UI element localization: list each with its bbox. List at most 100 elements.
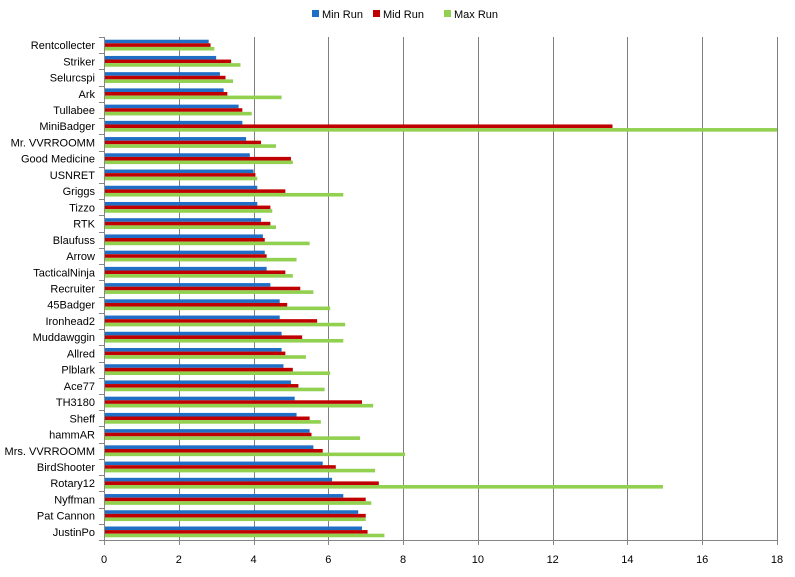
x-tick-label: 4 xyxy=(251,554,257,566)
bar-max-run xyxy=(104,128,777,132)
category-label: Tizzo xyxy=(69,202,95,214)
category-label: Rentcollecter xyxy=(31,40,96,52)
category-label: Mrs. VVRROOMM xyxy=(5,446,95,458)
bar-min-run xyxy=(104,55,217,60)
category-label: Allred xyxy=(67,348,95,360)
bar-max-run xyxy=(104,436,361,440)
category-label: Pat Cannon xyxy=(37,511,95,523)
bar-mid-run xyxy=(104,416,310,421)
bar-mid-run xyxy=(104,75,226,80)
category-label: MiniBadger xyxy=(39,121,95,133)
category-label: Blaufuss xyxy=(53,235,96,247)
x-tick-label: 6 xyxy=(325,554,331,566)
bar-min-run xyxy=(104,104,239,109)
bar-min-run xyxy=(104,348,282,352)
y-axis-labels: Rentcollecter Striker Selurcspi Ark Tullabee… xyxy=(5,40,96,539)
bar-min-run xyxy=(104,315,280,320)
bar-max-run xyxy=(104,209,273,213)
bar-max-run xyxy=(104,420,321,424)
legend-swatch xyxy=(312,10,319,17)
x-tick-label: 8 xyxy=(400,554,406,566)
category-label: Plblark xyxy=(61,365,95,377)
category-label: Nyffman xyxy=(54,494,95,506)
bar-max-run xyxy=(104,371,331,376)
bar-max-run xyxy=(104,403,374,408)
bar-max-run xyxy=(104,79,233,83)
bar-max-run xyxy=(104,274,293,278)
bar-min-run xyxy=(104,445,314,449)
category-label: Rotary12 xyxy=(50,478,95,490)
x-axis-labels: 0 2 4 6 8 10 12 14 16 18 xyxy=(101,554,783,566)
bar-max-run xyxy=(104,468,376,473)
category-label: USNRET xyxy=(50,170,96,182)
bar-min-run xyxy=(104,429,310,433)
bar-max-run xyxy=(104,63,241,67)
bar-max-run xyxy=(104,176,258,181)
bar-max-run xyxy=(104,452,405,457)
category-label: Recruiter xyxy=(50,284,95,296)
bar-min-run xyxy=(104,169,254,174)
legend-label: Mid Run xyxy=(383,9,424,21)
bar-mid-run xyxy=(104,91,228,96)
bar-min-run xyxy=(104,88,224,92)
axes xyxy=(99,37,778,545)
bar-mid-run xyxy=(104,319,318,323)
bar-max-run xyxy=(104,144,276,148)
x-tick-label: 16 xyxy=(696,554,708,566)
bar-min-run xyxy=(104,494,344,498)
category-label: Muddawggin xyxy=(33,332,95,344)
bar-mid-run xyxy=(104,432,312,437)
category-label: Good Medicine xyxy=(21,154,95,166)
bar-min-run xyxy=(104,266,267,271)
category-label: Griggs xyxy=(63,186,96,198)
bar-mid-run xyxy=(104,205,271,210)
bar-mid-run xyxy=(104,189,286,193)
bar-min-run xyxy=(104,331,282,336)
category-label: 45Badger xyxy=(47,300,95,312)
bar-mid-run xyxy=(104,221,271,226)
category-label: Ironhead2 xyxy=(45,316,95,328)
bar-min-run xyxy=(104,153,250,157)
category-label: Arrow xyxy=(66,251,95,263)
bar-mid-run xyxy=(104,238,265,242)
bar-min-run xyxy=(104,299,280,303)
bar-mid-run xyxy=(104,124,613,129)
bar-mid-run xyxy=(104,530,368,534)
bar-mid-run xyxy=(104,140,262,145)
bar-mid-run xyxy=(104,43,211,47)
gridlines xyxy=(179,37,778,540)
bar-max-run xyxy=(104,257,297,262)
bar-mid-run xyxy=(104,448,323,453)
bar-min-run xyxy=(104,364,284,368)
bar-max-run xyxy=(104,225,276,229)
bar-mid-run xyxy=(104,351,286,356)
bar-mid-run xyxy=(104,400,362,404)
bar-max-run xyxy=(104,485,663,489)
bar-min-run xyxy=(104,185,258,190)
bar-max-run xyxy=(104,387,325,392)
bar-min-run xyxy=(104,39,209,44)
bar-min-run xyxy=(104,412,297,417)
category-label: hammAR xyxy=(49,430,95,442)
x-tick-label: 0 xyxy=(101,554,107,566)
bar-mid-run xyxy=(104,481,379,486)
bar-min-run xyxy=(104,283,271,287)
bar-min-run xyxy=(104,137,247,141)
bar-min-run xyxy=(104,510,359,514)
bar-max-run xyxy=(104,160,293,165)
category-label: BirdShooter xyxy=(37,462,95,474)
category-label: TH3180 xyxy=(56,397,95,409)
category-label: Striker xyxy=(63,56,95,68)
bar-max-run xyxy=(104,241,310,246)
bar-mid-run xyxy=(104,59,232,64)
category-label: Ark xyxy=(79,89,96,101)
legend-label: Min Run xyxy=(322,9,363,21)
x-tick-label: 10 xyxy=(472,554,484,566)
category-label: Mr. VVRROOMM xyxy=(11,138,95,150)
category-label: RTK xyxy=(73,219,95,231)
bar-mid-run xyxy=(104,156,291,161)
category-label: TacticalNinja xyxy=(33,267,96,279)
bar-min-run xyxy=(104,218,262,222)
